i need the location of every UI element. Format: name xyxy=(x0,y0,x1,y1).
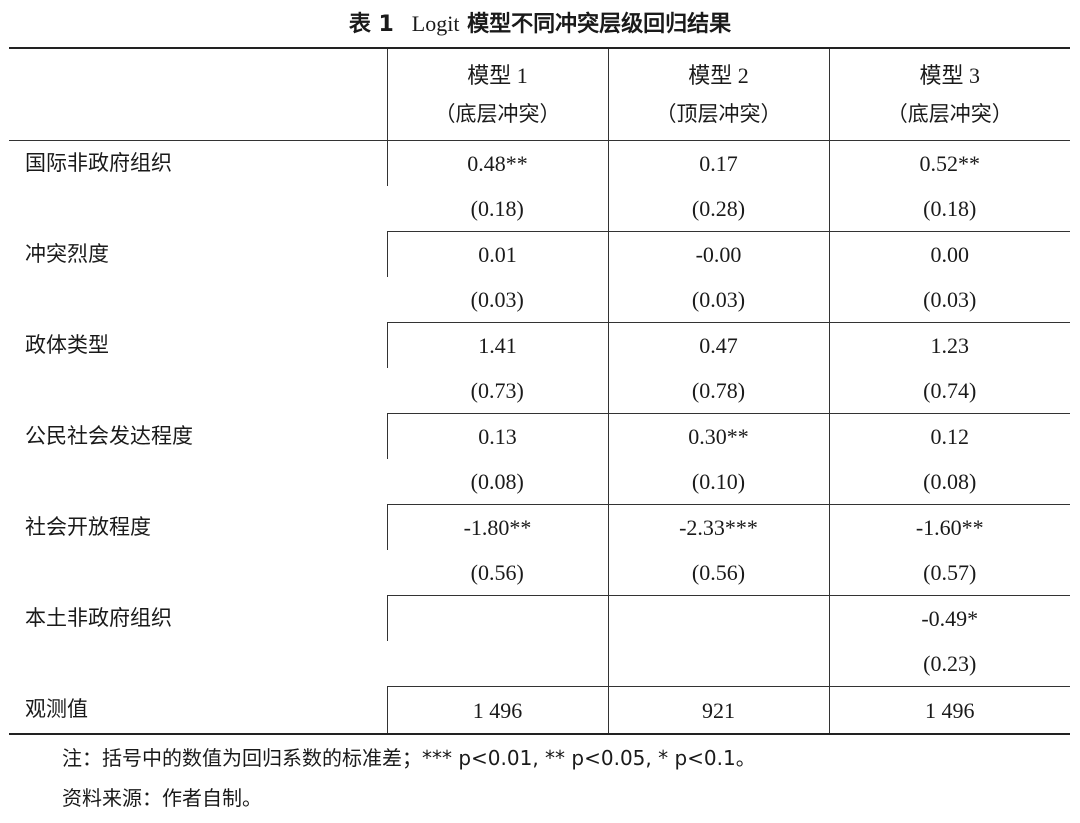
se-cell: (0.08) xyxy=(828,459,1070,505)
table-row: (0.18) (0.28) (0.18) xyxy=(9,186,1070,232)
table-row: 公民社会发达程度 0.13 0.30** 0.12 xyxy=(9,413,1070,459)
se-cell: (0.28) xyxy=(607,186,829,232)
coef-cell: 0.30** xyxy=(607,413,829,459)
coef-cell: -1.60** xyxy=(828,504,1070,550)
coef-cell: 0.48** xyxy=(386,140,608,186)
observations-cell: 921 xyxy=(607,686,829,735)
header-stub xyxy=(9,47,387,141)
row-label: 本土非政府组织 xyxy=(25,605,172,630)
table-row: 社会开放程度 -1.80** -2.33*** -1.60** xyxy=(9,504,1070,550)
observations-row: 观测值 1 496 921 1 496 xyxy=(9,686,1070,735)
table-title-en: Logit xyxy=(411,11,460,36)
header-model-3: 模型 3 （底层冲突） xyxy=(828,47,1070,141)
se-cell: (0.10) xyxy=(607,459,829,505)
row-label: 社会开放程度 xyxy=(25,514,151,539)
table-row: (0.56) (0.56) (0.57) xyxy=(9,550,1070,596)
model-3-sub: （底层冲突） xyxy=(886,101,1013,126)
se-cell: (0.18) xyxy=(387,186,608,232)
se-cell: (0.03) xyxy=(387,277,608,323)
se-cell: (0.57) xyxy=(828,550,1070,596)
coef-cell: 0.52** xyxy=(828,140,1070,186)
se-cell: (0.03) xyxy=(607,277,829,323)
table-row: (0.73) (0.78) (0.74) xyxy=(9,368,1070,414)
observations-cell: 1 496 xyxy=(386,686,608,735)
row-label: 国际非政府组织 xyxy=(25,151,172,175)
table-row: 冲突烈度 0.01 -0.00 0.00 xyxy=(9,231,1070,277)
se-cell xyxy=(387,641,608,687)
coef-cell: 1.23 xyxy=(828,322,1070,368)
source-text: 资料来源：作者自制。 xyxy=(62,786,262,810)
row-label: 公民社会发达程度 xyxy=(25,423,193,448)
header-model-1: 模型 1 （底层冲突） xyxy=(386,47,608,141)
coef-cell: 0.01 xyxy=(386,231,608,277)
row-label: 政体类型 xyxy=(25,332,109,357)
note-text: 注：括号中的数值为回归系数的标准差；*** p<0.01, ** p<0.05,… xyxy=(62,746,756,770)
model-1-name: 模型 1 xyxy=(467,62,528,88)
table-title-cn: 模型不同冲突层级回归结果 xyxy=(467,12,732,37)
table-row: (0.08) (0.10) (0.08) xyxy=(9,459,1070,505)
se-cell: (0.23) xyxy=(828,641,1070,687)
se-cell: (0.08) xyxy=(387,459,608,505)
se-cell: (0.78) xyxy=(607,368,829,414)
model-2-name: 模型 2 xyxy=(688,62,749,88)
coef-cell: 0.17 xyxy=(607,140,829,186)
coef-cell: 1.41 xyxy=(386,322,608,368)
coef-cell: 0.13 xyxy=(386,413,608,459)
se-cell: (0.56) xyxy=(387,550,608,596)
header-model-2: 模型 2 （顶层冲突） xyxy=(607,47,829,141)
coef-cell: 0.47 xyxy=(607,322,829,368)
coef-cell: 0.00 xyxy=(828,231,1070,277)
coef-cell: 0.12 xyxy=(828,413,1070,459)
se-cell: (0.03) xyxy=(828,277,1070,323)
se-cell: (0.74) xyxy=(828,368,1070,414)
row-label: 冲突烈度 xyxy=(25,241,109,266)
coef-cell: -1.80** xyxy=(386,504,608,550)
coef-cell xyxy=(386,595,608,641)
se-cell xyxy=(607,641,829,687)
observations-label: 观测值 xyxy=(9,686,387,735)
coef-cell: -0.00 xyxy=(607,231,829,277)
se-cell: (0.56) xyxy=(607,550,829,596)
table-row: (0.03) (0.03) (0.03) xyxy=(9,277,1070,323)
table-row: (0.23) xyxy=(9,641,1070,687)
model-2-sub: （顶层冲突） xyxy=(655,101,782,126)
model-1-sub: （底层冲突） xyxy=(434,101,561,126)
regression-table: 模型 1 （底层冲突） 模型 2 （顶层冲突） 模型 3 （底层冲突） 国际非政… xyxy=(9,47,1070,735)
se-cell: (0.18) xyxy=(828,186,1070,232)
table-row: 国际非政府组织 0.48** 0.17 0.52** xyxy=(9,140,1070,186)
table-number: 表 1 xyxy=(348,12,394,37)
se-cell: (0.73) xyxy=(387,368,608,414)
coef-cell: -0.49* xyxy=(828,595,1070,641)
observations-cell: 1 496 xyxy=(828,686,1070,735)
table-notes: 注：括号中的数值为回归系数的标准差；*** p<0.01, ** p<0.05,… xyxy=(62,743,756,823)
coef-cell xyxy=(607,595,829,641)
table-row: 政体类型 1.41 0.47 1.23 xyxy=(9,322,1070,368)
header-row: 模型 1 （底层冲突） 模型 2 （顶层冲突） 模型 3 （底层冲突） xyxy=(9,47,1070,141)
coef-cell: -2.33*** xyxy=(607,504,829,550)
table-title: 表 1 Logit 模型不同冲突层级回归结果 xyxy=(0,6,1080,43)
table-row: 本土非政府组织 -0.49* xyxy=(9,595,1070,641)
model-3-name: 模型 3 xyxy=(919,62,980,88)
